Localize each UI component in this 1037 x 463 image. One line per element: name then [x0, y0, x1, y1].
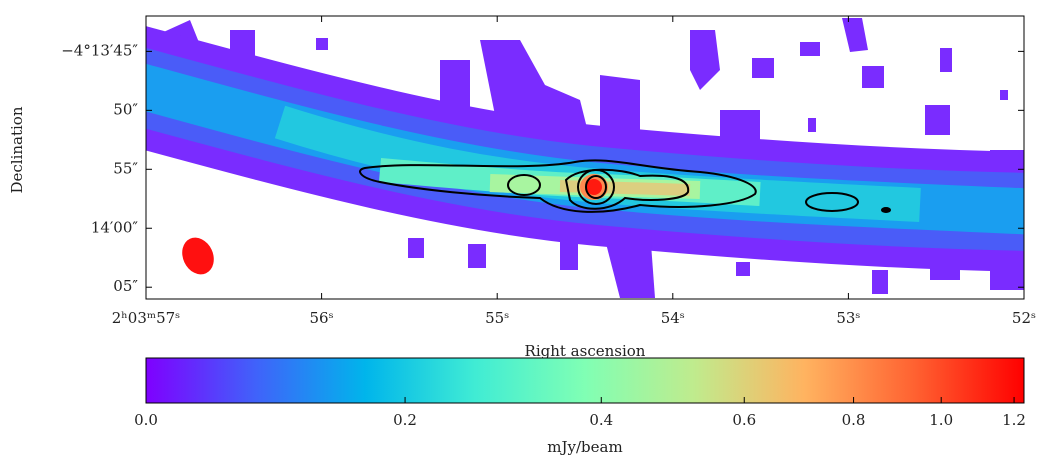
colorbar-tick-label: 1.0 [929, 411, 953, 429]
noise-patch [600, 75, 640, 130]
contour [882, 208, 890, 212]
noise-patch [940, 48, 952, 72]
colorbar-tick-label: 0.8 [842, 411, 866, 429]
noise-patch [925, 105, 950, 135]
x-tick-label: 2ʰ03ᵐ57ˢ [112, 309, 180, 327]
y-tick-label: 05″ [113, 277, 138, 295]
y-tick-label: 50″ [113, 100, 138, 118]
beam [176, 232, 219, 279]
band-layer [560, 186, 690, 190]
colorbar [146, 358, 1024, 403]
noise-patch [808, 118, 816, 132]
noise-patch [736, 262, 750, 276]
colorbar-label: mJy/beam [547, 438, 622, 456]
colorbar-tick-label: 0.4 [589, 411, 613, 429]
figure: Right ascension Declination mJy/beam 2ʰ0… [0, 0, 1037, 463]
x-tick-label: 52ˢ [1012, 309, 1036, 327]
colorbar-tick-label: 0.2 [393, 411, 417, 429]
noise-patch [872, 270, 888, 294]
x-tick-label: 54ˢ [661, 309, 685, 327]
y-tick-label: 14′00″ [91, 218, 139, 236]
noise-patch [690, 30, 720, 90]
y-axis-label: Declination [8, 106, 26, 193]
noise-patch [408, 238, 424, 258]
colorbar-tick-label: 0.0 [134, 411, 158, 429]
noise-patch [800, 42, 820, 56]
noise-patch [560, 240, 578, 270]
noise-patch [468, 244, 486, 268]
noise-patch [842, 18, 868, 52]
noise-patch [862, 66, 884, 88]
noise-patch [1000, 90, 1008, 100]
x-tick-label: 55ˢ [485, 309, 509, 327]
x-tick-label: 56ˢ [310, 309, 334, 327]
colorbar-tick-label: 1.2 [1002, 411, 1026, 429]
x-axis-label: Right ascension [525, 342, 646, 360]
sky-image [130, 18, 1037, 298]
y-tick-label: −4°13′45″ [61, 41, 138, 59]
y-tick-label: 55″ [113, 159, 138, 177]
x-tick-label: 53ˢ [836, 309, 860, 327]
noise-patch [316, 38, 328, 50]
noise-patch [752, 58, 774, 78]
page: Right ascension Declination mJy/beam 2ʰ0… [0, 0, 1037, 463]
colorbar-tick-label: 0.6 [732, 411, 756, 429]
